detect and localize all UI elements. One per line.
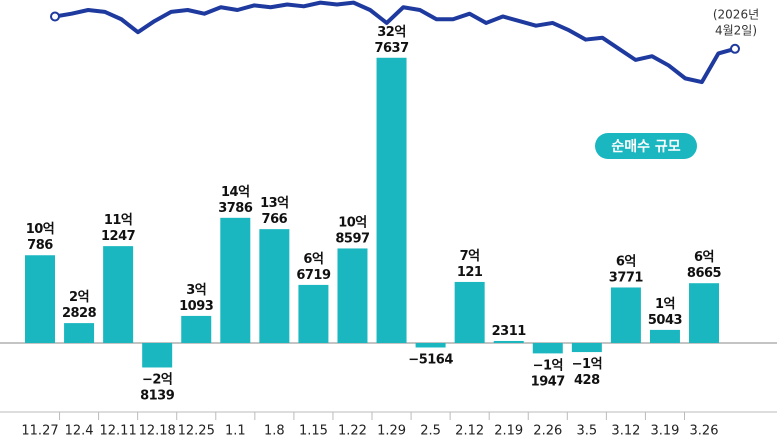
x-tick-label: 1.15 (299, 424, 328, 437)
x-tick-label: 12.25 (178, 424, 215, 437)
bar (181, 315, 212, 343)
x-tick-label: 12.4 (65, 424, 94, 437)
line-endpoint (50, 11, 60, 22)
x-tick-label: 12.11 (100, 424, 137, 437)
bar (689, 283, 720, 343)
bar (454, 281, 485, 343)
bar (532, 342, 563, 354)
bar (64, 323, 95, 343)
x-tick-label: 3.5 (576, 424, 597, 437)
value-label: −5164 (408, 352, 453, 367)
bar (415, 342, 446, 348)
value-label: 3억 1093 (179, 283, 214, 314)
bar (298, 284, 329, 343)
value-label: 1억 5043 (648, 297, 683, 328)
x-tick-label: 12.18 (139, 424, 176, 437)
value-label: 10억 786 (26, 222, 55, 253)
bar (610, 287, 641, 343)
bar (571, 342, 602, 353)
x-tick-label: 2.5 (420, 424, 441, 437)
bar (259, 229, 290, 343)
bar (220, 217, 251, 343)
line-note: 4월2일) (715, 24, 757, 38)
bar (376, 57, 407, 343)
bar (103, 246, 134, 343)
value-label: −1억 1947 (531, 358, 566, 389)
legend-badge (595, 133, 697, 159)
x-tick-label: 3.12 (611, 424, 640, 437)
value-label: 7억 121 (457, 249, 483, 280)
value-label: 2억 2828 (62, 290, 97, 321)
bar (493, 340, 524, 343)
line-endpoint (730, 43, 740, 54)
legend-label: 순매수 규모 (611, 139, 680, 155)
x-tick-label: 2.12 (455, 424, 484, 437)
value-label: 6억 3771 (609, 254, 644, 285)
value-label: 10억 8597 (335, 215, 370, 246)
legend: 순매수 규모 (595, 133, 697, 159)
x-tick-label: 2.26 (533, 424, 562, 437)
value-label: 6억 6719 (296, 252, 331, 283)
x-tick-label: 3.19 (650, 424, 679, 437)
x-tick-label: 1.29 (377, 424, 406, 437)
bar (649, 329, 680, 343)
value-label: 32억 7637 (374, 25, 409, 56)
x-tick-label: 1.8 (264, 424, 285, 437)
value-label: 14억 3786 (218, 185, 253, 216)
x-tick-label: 3.26 (690, 424, 719, 437)
value-label: −2억 8139 (140, 372, 175, 403)
index-line (54, 0, 736, 85)
x-tick-label: 11.27 (21, 424, 58, 437)
value-label: 11억 1247 (101, 213, 136, 244)
x-tick-label: 2.19 (494, 424, 523, 437)
bar (337, 248, 368, 343)
bar (25, 255, 55, 343)
value-label: 13억 766 (260, 196, 289, 227)
value-label: 6억 8665 (687, 250, 722, 281)
value-label: −1억 428 (572, 357, 602, 388)
line-note: (2026년 (713, 8, 759, 22)
bar (142, 342, 173, 368)
x-tick-label: 1.1 (225, 424, 246, 437)
value-label: 2311 (492, 324, 527, 339)
x-tick-label: 1.22 (338, 424, 367, 437)
